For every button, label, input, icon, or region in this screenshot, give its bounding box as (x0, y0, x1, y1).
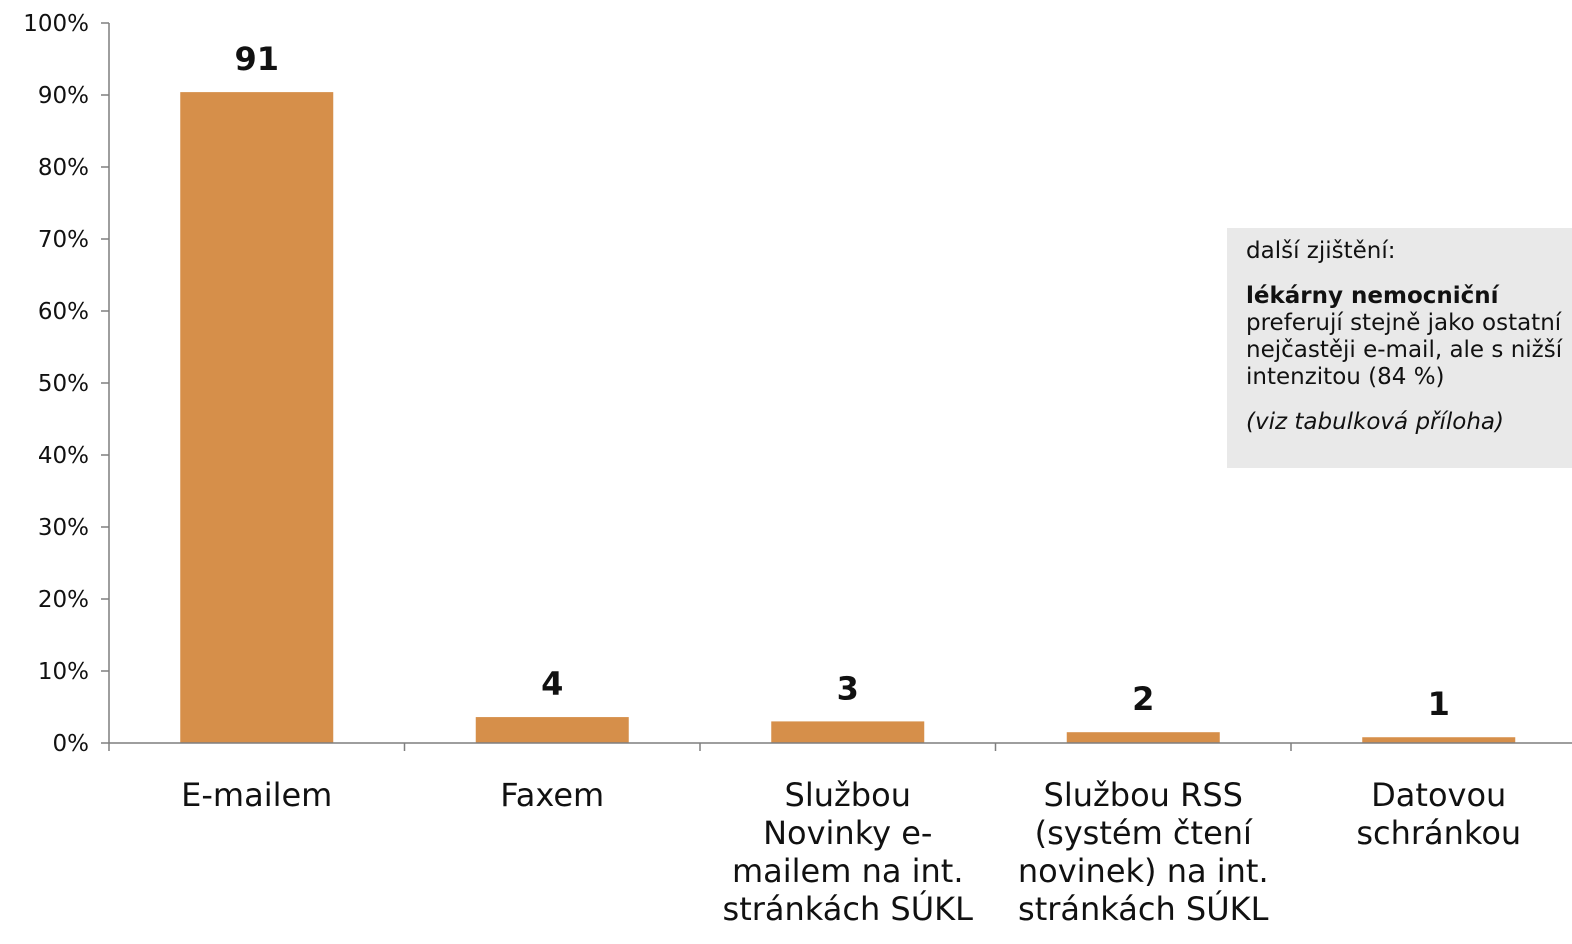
y-tick-label: 10% (38, 659, 89, 685)
data-label: 4 (541, 665, 563, 703)
data-label: 91 (234, 40, 279, 78)
note-title: lékárny nemocniční (1246, 283, 1499, 309)
data-label: 1 (1428, 685, 1450, 723)
y-tick-label: 20% (38, 587, 89, 613)
category-label-line: E-mailem (181, 776, 332, 814)
bar (1066, 732, 1220, 743)
note-reference: (viz tabulková příloha) (1246, 409, 1504, 435)
category-label-line: Službou RSS (1044, 776, 1243, 814)
y-tick-label: 50% (38, 371, 89, 397)
note-heading: další zjištění: (1246, 238, 1396, 264)
category-label-line: mailem na int. (732, 852, 964, 890)
category-label-line: stránkách SÚKL (1018, 889, 1269, 928)
x-axis: E-mailem Faxem Službou Novinky e-mailem na … (108, 742, 1572, 928)
category-label-line: Datovou (1371, 776, 1506, 814)
note-line: preferují stejně jako ostatní (1246, 310, 1562, 336)
category-label: Službou RSS (systém čtení novinek) na int.… (1018, 776, 1269, 928)
y-tick-label: 30% (38, 515, 89, 541)
category-label-line: schránkou (1356, 814, 1521, 852)
y-tick-label: 90% (38, 83, 89, 109)
bar (180, 92, 334, 744)
category-label: Datovou schránkou (1356, 776, 1521, 852)
y-tick-label: 0% (53, 731, 90, 757)
y-tick-label: 100% (23, 11, 89, 37)
category-label: Faxem (500, 776, 604, 814)
category-label-line: Faxem (500, 776, 604, 814)
bar (1362, 737, 1516, 743)
y-tick-label: 70% (38, 227, 89, 253)
y-tick-label: 60% (38, 299, 89, 325)
category-label-line: stránkách SÚKL (723, 889, 974, 928)
y-axis: 0% 10% 20% 30% 40% 50% 60% 70% 80% 90% 100% (23, 11, 110, 757)
findings-note-box: další zjištění: lékárny nemocniční prefe… (1227, 228, 1572, 468)
y-tick-label: 80% (38, 155, 89, 181)
bar (771, 721, 925, 743)
bar (475, 717, 629, 743)
y-tick-label: 40% (38, 443, 89, 469)
data-label: 2 (1132, 680, 1154, 718)
category-label: E-mailem (181, 776, 332, 814)
note-line: intenzitou (84 %) (1246, 364, 1445, 390)
category-label-line: (systém čtení (1035, 814, 1253, 852)
category-label: Službou Novinky e-mailem na int. stránkách… (723, 776, 974, 928)
category-label-line: novinek) na int. (1018, 852, 1269, 890)
bars: 91 4 3 2 1 (180, 40, 1516, 744)
category-label-line: Novinky e- (763, 814, 932, 852)
data-label: 3 (837, 669, 859, 707)
note-line: nejčastěji e-mail, ale s nižší (1246, 337, 1563, 363)
category-label-line: Službou (785, 776, 911, 814)
